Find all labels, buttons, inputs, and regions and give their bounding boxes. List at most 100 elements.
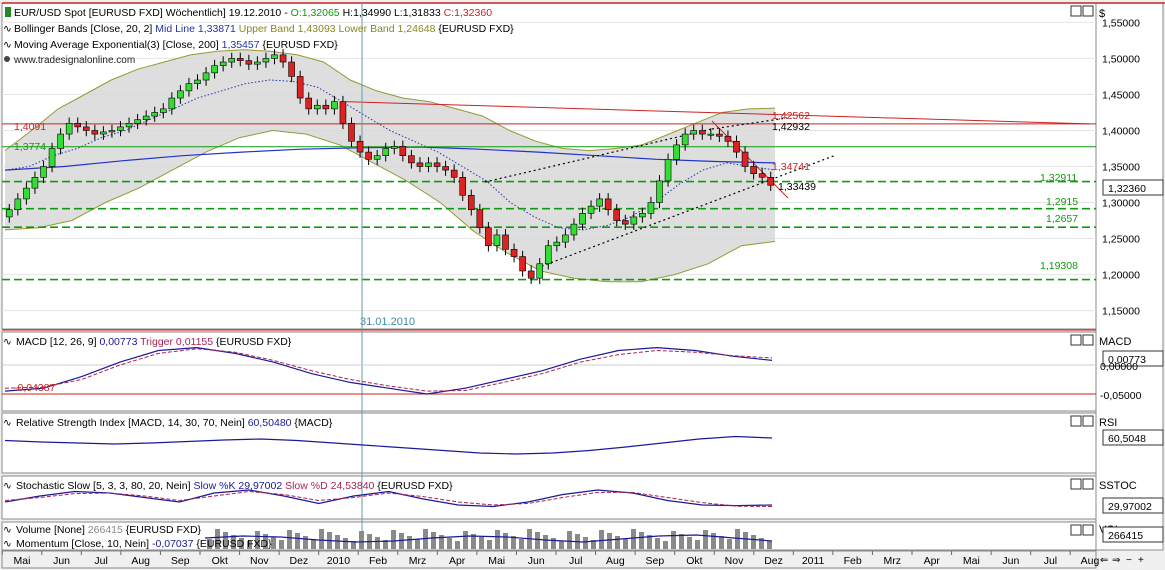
candle[interactable]: [450, 169, 458, 178]
candle[interactable]: [23, 187, 30, 200]
maximize-button[interactable]: [1070, 415, 1082, 427]
zoom-out-icon[interactable]: −: [1126, 555, 1132, 566]
candle[interactable]: [331, 101, 338, 110]
candle[interactable]: [254, 61, 261, 65]
candle[interactable]: [613, 209, 621, 221]
maximize-button[interactable]: [1070, 5, 1082, 17]
candle[interactable]: [587, 205, 595, 214]
candle[interactable]: [373, 155, 381, 160]
scroll-controls[interactable]: ⇐ ⇒ − +: [1100, 555, 1144, 566]
maximize-button[interactable]: [1070, 334, 1082, 346]
candle[interactable]: [279, 54, 287, 63]
candle[interactable]: [527, 270, 535, 279]
candle[interactable]: [245, 60, 253, 65]
candle[interactable]: [219, 61, 227, 66]
candle[interactable]: [339, 101, 347, 124]
candle[interactable]: [14, 198, 22, 211]
candle[interactable]: [159, 108, 167, 113]
candle[interactable]: [168, 97, 176, 110]
candle[interactable]: [698, 130, 706, 135]
candle[interactable]: [74, 122, 82, 128]
maximize-button[interactable]: [1070, 524, 1082, 536]
candle[interactable]: [707, 133, 715, 136]
candle[interactable]: [202, 72, 210, 81]
candle[interactable]: [467, 195, 475, 211]
candle[interactable]: [5, 209, 13, 218]
candle[interactable]: [65, 122, 73, 135]
candle[interactable]: [211, 65, 218, 74]
maximize-button[interactable]: [1070, 478, 1082, 490]
candle[interactable]: [134, 119, 141, 124]
candle[interactable]: [433, 162, 441, 167]
candle[interactable]: [733, 140, 740, 153]
candle[interactable]: [510, 249, 518, 257]
close-button[interactable]: [1082, 478, 1094, 490]
candle[interactable]: [151, 112, 159, 117]
candle[interactable]: [596, 198, 603, 207]
candle[interactable]: [356, 140, 364, 153]
candle[interactable]: [271, 54, 278, 59]
candle[interactable]: [502, 234, 509, 250]
candle[interactable]: [639, 213, 646, 218]
candle[interactable]: [236, 58, 244, 61]
candle[interactable]: [408, 155, 415, 164]
close-button[interactable]: [1082, 334, 1094, 346]
candle[interactable]: [82, 126, 90, 131]
candle[interactable]: [570, 223, 578, 236]
candle[interactable]: [604, 198, 612, 211]
candle[interactable]: [125, 122, 133, 128]
panel-buttons[interactable]: [1070, 5, 1094, 536]
candle[interactable]: [48, 148, 56, 167]
candle[interactable]: [716, 133, 723, 137]
candle[interactable]: [459, 177, 467, 196]
candle[interactable]: [399, 146, 407, 156]
candle[interactable]: [425, 162, 432, 167]
candle[interactable]: [288, 61, 295, 77]
candle[interactable]: [579, 213, 586, 225]
candle[interactable]: [117, 126, 124, 131]
candle[interactable]: [562, 234, 569, 243]
candle[interactable]: [690, 130, 698, 135]
candle[interactable]: [416, 162, 424, 167]
candle[interactable]: [621, 220, 629, 225]
price-axis[interactable]: [1095, 2, 1164, 551]
candle[interactable]: [305, 97, 313, 110]
candle[interactable]: [741, 151, 749, 167]
candle[interactable]: [262, 58, 270, 63]
candle[interactable]: [750, 166, 757, 175]
candle[interactable]: [57, 133, 64, 149]
candle[interactable]: [673, 144, 680, 160]
candle[interactable]: [647, 202, 655, 214]
candle[interactable]: [630, 216, 638, 225]
candle[interactable]: [664, 158, 672, 182]
candle[interactable]: [493, 234, 501, 247]
candle[interactable]: [544, 245, 552, 265]
candle[interactable]: [313, 104, 321, 110]
scroll-right-icon[interactable]: ⇒: [1112, 555, 1120, 566]
close-button[interactable]: [1082, 5, 1094, 17]
candle[interactable]: [108, 130, 116, 133]
candle[interactable]: [365, 151, 372, 160]
candle[interactable]: [724, 135, 732, 142]
candle[interactable]: [767, 177, 775, 186]
candle[interactable]: [40, 166, 47, 178]
time-axis[interactable]: [1, 550, 1097, 569]
candle[interactable]: [296, 76, 304, 99]
candle[interactable]: [553, 241, 561, 247]
candle[interactable]: [100, 131, 107, 135]
close-button[interactable]: [1082, 415, 1094, 427]
candle[interactable]: [322, 104, 330, 110]
candle[interactable]: [656, 180, 663, 203]
candle[interactable]: [519, 256, 526, 272]
candle[interactable]: [442, 166, 449, 171]
close-button[interactable]: [1082, 524, 1094, 536]
candle[interactable]: [476, 209, 484, 229]
candle[interactable]: [390, 146, 398, 149]
candle[interactable]: [758, 173, 766, 178]
candle[interactable]: [31, 177, 39, 189]
candle[interactable]: [348, 122, 355, 142]
scroll-left-icon[interactable]: ⇐: [1100, 555, 1108, 566]
candle[interactable]: [194, 79, 201, 84]
candle[interactable]: [382, 148, 390, 156]
candle[interactable]: [536, 263, 544, 279]
